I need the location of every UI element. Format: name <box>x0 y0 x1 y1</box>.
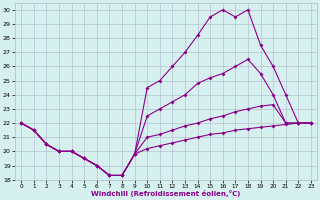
X-axis label: Windchill (Refroidissement éolien,°C): Windchill (Refroidissement éolien,°C) <box>92 190 241 197</box>
